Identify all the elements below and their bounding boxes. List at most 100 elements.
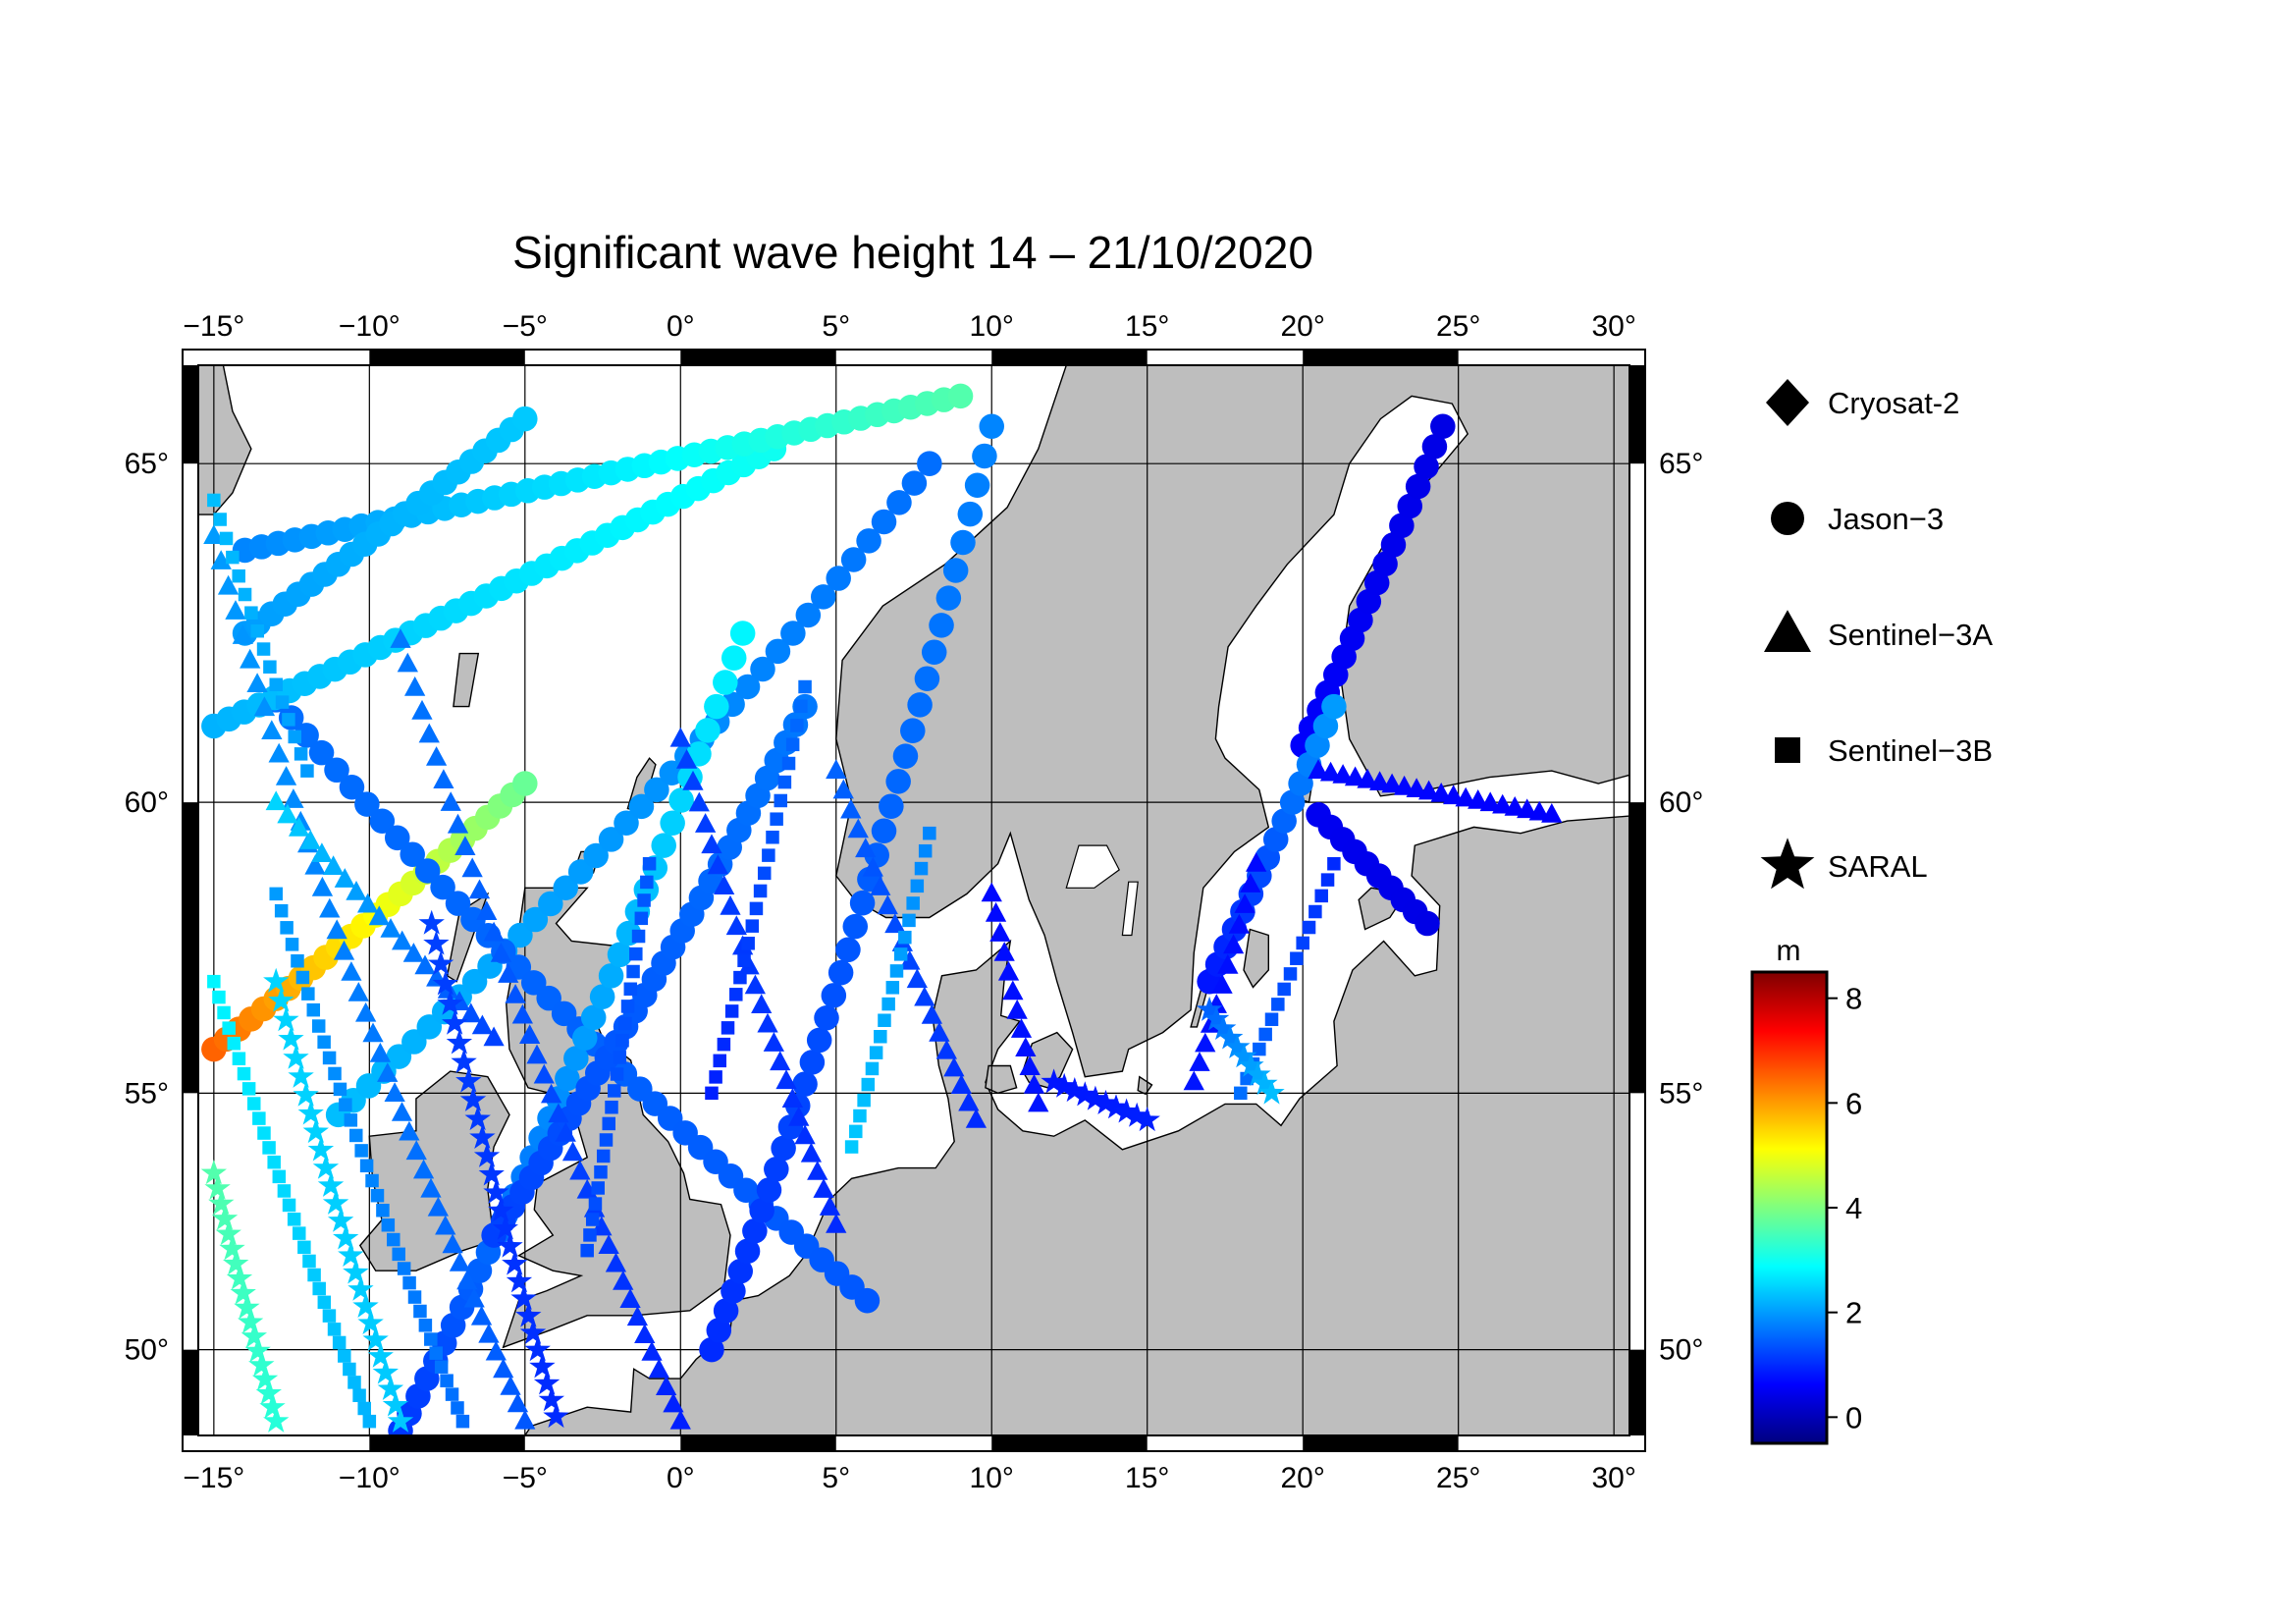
lon-tick-label: −5° (503, 1462, 548, 1494)
observation-point (607, 942, 633, 968)
observation-point (222, 1021, 236, 1035)
observation-point (765, 638, 791, 665)
observation-point (200, 1160, 227, 1185)
observation-point (369, 1042, 391, 1062)
observation-point (1288, 771, 1313, 796)
observation-point (794, 699, 808, 714)
observation-point (253, 696, 276, 717)
observation-point (427, 950, 454, 976)
observation-point (339, 1098, 352, 1111)
observation-point (295, 970, 310, 985)
observation-point (892, 743, 919, 769)
observation-point (774, 793, 788, 808)
observation-point (770, 1051, 791, 1071)
observation-point (589, 984, 615, 1009)
lon-tick-label: 15° (1125, 310, 1169, 343)
observation-point (203, 524, 225, 544)
observation-point (512, 406, 538, 432)
observation-point (333, 1082, 347, 1097)
observation-point (323, 855, 345, 875)
observation-point (1389, 513, 1415, 539)
observation-point (446, 1029, 473, 1055)
observation-point (942, 558, 969, 583)
observation-point (588, 1197, 603, 1211)
observation-point (770, 812, 783, 826)
observation-point (511, 1003, 533, 1024)
lat-tick-label: 65° (125, 448, 169, 480)
observation-point (610, 1067, 624, 1081)
lon-tick-label: 30° (1591, 310, 1635, 343)
observation-point (1321, 693, 1347, 720)
observation-point (420, 1177, 442, 1198)
observation-point (215, 1220, 241, 1246)
lat-tick-label: 65° (1659, 448, 1703, 480)
observation-point (826, 1213, 847, 1233)
observation-point (273, 1006, 299, 1032)
observation-point (855, 838, 877, 858)
observation-point (319, 897, 341, 918)
observation-point (742, 1217, 768, 1244)
observation-point (879, 793, 904, 819)
observation-point (871, 509, 897, 535)
observation-point (289, 816, 310, 837)
observation-point (695, 718, 721, 743)
observation-point (391, 1102, 413, 1121)
observation-point (618, 1016, 632, 1031)
observation-point (1277, 982, 1291, 997)
frame-bar (1303, 351, 1459, 364)
observation-point (889, 964, 904, 978)
observation-point (390, 628, 411, 648)
legend-label: Jason−3 (1828, 502, 1944, 536)
observation-point (468, 879, 491, 899)
observation-point (682, 770, 704, 790)
observation-point (297, 1100, 324, 1125)
observation-point (596, 1149, 611, 1163)
observation-point (1290, 951, 1304, 965)
observation-point (272, 1169, 287, 1184)
observation-point (900, 718, 926, 743)
observation-point (707, 854, 728, 875)
observation-point (906, 896, 920, 910)
observation-point (232, 568, 245, 583)
observation-point (347, 1275, 374, 1301)
observation-point (713, 1298, 739, 1324)
lon-tick-label: 5° (822, 1462, 850, 1494)
observation-point (1492, 793, 1514, 814)
observation-point (1271, 998, 1285, 1011)
observation-point (623, 982, 638, 997)
land-faroe (453, 652, 480, 708)
observation-point (519, 1319, 547, 1344)
observation-point (1319, 761, 1342, 782)
observation-point (1124, 1102, 1150, 1127)
observation-point (1228, 913, 1250, 934)
observation-point (1015, 1037, 1037, 1056)
observation-point (492, 1215, 518, 1240)
observation-point (223, 1250, 249, 1275)
frame-bar (680, 1436, 836, 1450)
observation-point (226, 550, 240, 565)
observation-point (435, 1215, 456, 1235)
observation-point (287, 1213, 301, 1226)
observation-point (766, 830, 779, 844)
observation-point (493, 1358, 514, 1379)
observation-point (993, 942, 1015, 961)
observation-point (445, 1387, 459, 1401)
observation-point (701, 834, 722, 854)
observation-point (734, 1238, 761, 1265)
observation-point (483, 921, 505, 942)
observation-point (733, 970, 747, 985)
observation-point (1223, 934, 1245, 954)
frame-bar (1630, 365, 1644, 464)
observation-point (819, 1196, 841, 1216)
triangle-icon (1764, 610, 1811, 652)
observation-point (208, 1190, 235, 1216)
observation-point (354, 791, 380, 817)
observation-point (1082, 1085, 1109, 1110)
observation-point (1363, 569, 1390, 596)
observation-point (510, 1285, 537, 1310)
land-iceland-edge (198, 365, 252, 515)
observation-point (227, 1036, 241, 1051)
observation-point (763, 1032, 784, 1052)
observation-point (380, 918, 401, 938)
observation-point (806, 1027, 832, 1054)
